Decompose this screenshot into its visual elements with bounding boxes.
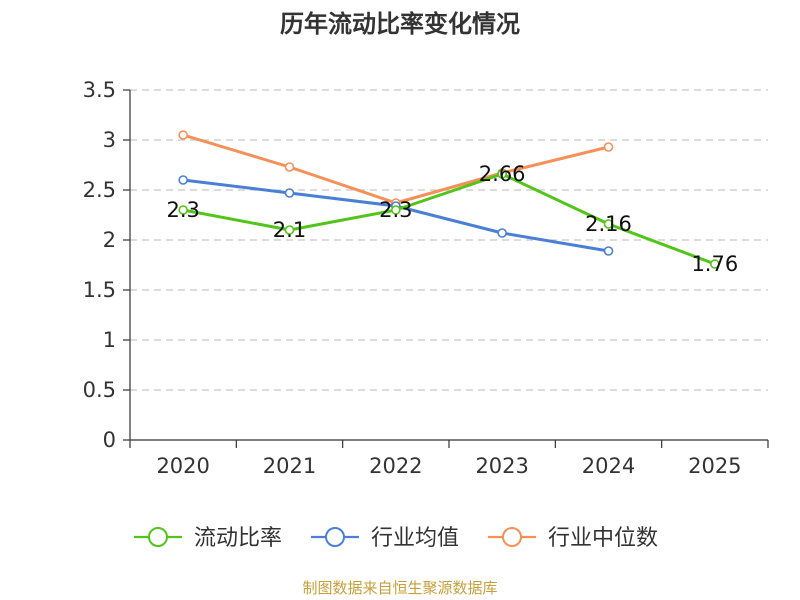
data-point: [178, 205, 188, 215]
y-tick-label: 2: [103, 228, 116, 252]
legend-swatch-marker: [148, 527, 168, 547]
y-tick-label: 1: [103, 328, 116, 352]
data-point: [603, 142, 614, 152]
legend-label: 行业均值: [371, 526, 459, 551]
data-point: [497, 169, 507, 179]
x-tick-label: 2025: [688, 454, 741, 478]
y-tick-label: 0: [103, 428, 116, 452]
x-tick-label: 2022: [369, 454, 422, 478]
x-tick-label: 2021: [263, 454, 316, 478]
y-tick-label: 3.5: [83, 78, 116, 102]
data-label: 2.66: [479, 162, 526, 186]
data-point: [284, 162, 295, 172]
data-point: [391, 205, 401, 215]
series-group: [178, 130, 720, 269]
source-note: 制图数据来自恒生聚源数据库: [302, 579, 498, 597]
legend-swatch-marker: [325, 527, 345, 547]
y-axis-ticks: 0 0.5 1 1.5 2 2.5 3 3.5: [83, 78, 130, 452]
legend-label: 行业中位数: [548, 526, 658, 551]
data-point: [178, 130, 188, 140]
data-point: [603, 246, 614, 256]
y-tick-label: 3: [103, 128, 116, 152]
y-tick-label: 0.5: [83, 378, 116, 402]
grid-lines: [130, 89, 768, 391]
series-line: [182, 172, 716, 266]
data-point: [603, 219, 614, 229]
data-label: 1.76: [691, 252, 738, 276]
x-axis-ticks: 2020 2021 2022 2023 2024 2025: [129, 440, 769, 478]
x-tick-label: 2020: [156, 454, 209, 478]
data-label: 2.3: [166, 198, 199, 222]
legend-label: 流动比率: [194, 526, 282, 551]
data-point: [178, 175, 188, 185]
legend-swatch-marker: [502, 527, 522, 547]
legend: 流动比率 行业均值 行业中位数: [134, 526, 658, 551]
data-point: [284, 188, 295, 198]
axes: [129, 90, 768, 441]
y-tick-label: 1.5: [83, 278, 116, 302]
data-label: 2.16: [585, 212, 632, 236]
data-point: [710, 259, 720, 269]
y-tick-label: 2.5: [83, 178, 116, 202]
data-labels: 2.3 2.1 2.3 2.66 2.16 1.76: [166, 162, 738, 276]
data-point: [497, 228, 507, 238]
data-label: 2.3: [379, 198, 412, 222]
data-label: 2.1: [273, 218, 306, 242]
chart-title: 历年流动比率变化情况: [280, 10, 520, 38]
x-tick-label: 2024: [582, 454, 635, 478]
x-tick-label: 2023: [475, 454, 528, 478]
data-point: [284, 225, 295, 235]
